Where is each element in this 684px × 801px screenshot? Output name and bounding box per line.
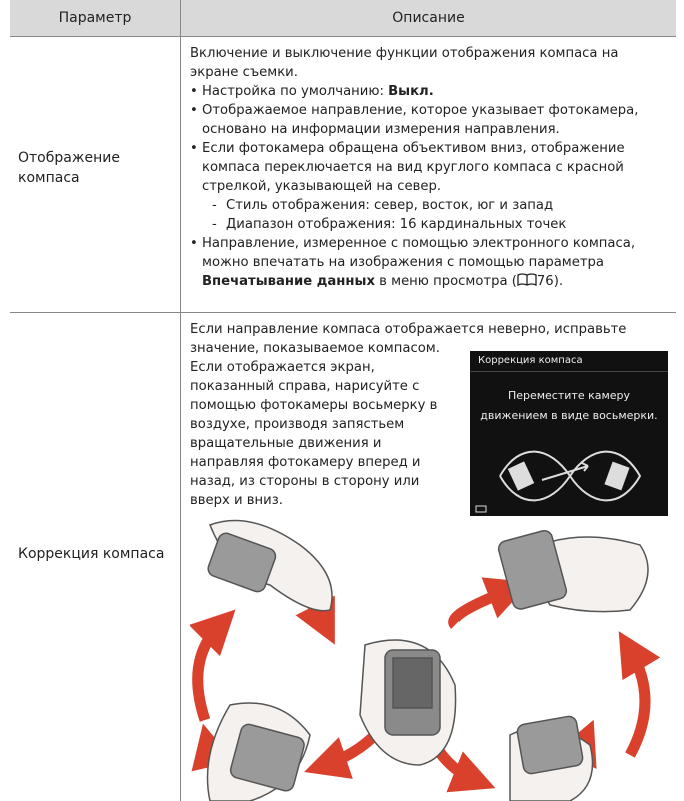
intro: Если направление компаса отображается не… (190, 322, 627, 356)
intro: Включение и выключение функции отображен… (190, 46, 619, 80)
bullet-list: Настройка по умолчанию: Выкл. Отображаем… (190, 82, 668, 291)
page-ref: 76 (536, 274, 554, 289)
header-cell: Описание (181, 0, 676, 36)
bullet: Настройка по умолчанию: Выкл. (190, 82, 668, 101)
bullet: Направление, измеренное с помощью электр… (190, 234, 668, 291)
header-text: Описание (392, 9, 465, 26)
text: в меню просмотра ( (374, 274, 517, 289)
parameter: Коррекция компаса (18, 546, 165, 562)
screen-title: Коррекция компаса (470, 351, 668, 372)
bold-text: Впечатывание данных (202, 274, 375, 289)
instruction: Если отображается экран, показанный спра… (190, 360, 438, 508)
sub-bullet: Стиль отображения: север, восток, юг и з… (202, 196, 668, 215)
book-icon (517, 273, 537, 287)
bullet: Если фотокамера обращена объективом вниз… (190, 139, 668, 234)
text: Если фотокамера обращена объективом вниз… (202, 141, 625, 194)
row-divider (10, 312, 676, 313)
column-divider (180, 0, 181, 801)
bold-text: Выкл. (388, 84, 434, 99)
screen-graphic (475, 450, 642, 513)
parameter: Отображение компаса (18, 150, 120, 186)
screen-line: Переместите камеру (507, 389, 631, 402)
row-divider (10, 36, 676, 37)
text: Настройка по умолчанию: (202, 84, 389, 99)
screen-message: Переместите камеру движением в виде вось… (470, 386, 668, 426)
header-cell: Параметр (10, 0, 180, 36)
description: Включение и выключение функции отображен… (190, 44, 668, 291)
illustration (190, 519, 661, 801)
sub-list: Стиль отображения: север, восток, юг и з… (202, 196, 668, 234)
header-text: Параметр (58, 9, 132, 26)
text: Направление, измеренное с помощью электр… (202, 236, 636, 270)
bullet: Отображаемое направление, которое указыв… (190, 101, 668, 139)
text: ). (553, 274, 564, 289)
sub-bullet: Диапазон отображения: 16 кардинальных то… (202, 215, 668, 234)
camera-screen: Коррекция компаса Переместите камеру дви… (470, 351, 668, 516)
text: Отображаемое направление, которое указыв… (202, 103, 639, 137)
screen-line: движением в виде восьмерки. (480, 409, 658, 422)
